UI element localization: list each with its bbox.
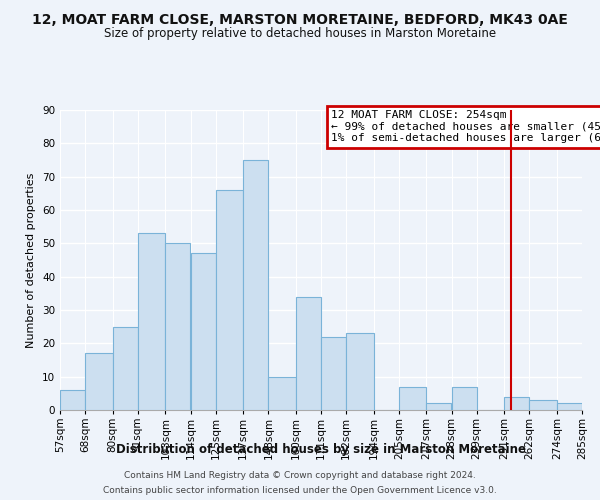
Bar <box>268 376 296 410</box>
Bar <box>191 254 215 410</box>
Bar <box>557 404 582 410</box>
Text: 12, MOAT FARM CLOSE, MARSTON MORETAINE, BEDFORD, MK43 0AE: 12, MOAT FARM CLOSE, MARSTON MORETAINE, … <box>32 12 568 26</box>
Bar <box>452 386 476 410</box>
Bar <box>321 336 346 410</box>
Bar <box>243 160 268 410</box>
Bar <box>113 326 138 410</box>
Bar <box>296 296 321 410</box>
Text: Contains public sector information licensed under the Open Government Licence v3: Contains public sector information licen… <box>103 486 497 495</box>
Bar <box>138 234 166 410</box>
Bar <box>346 334 374 410</box>
Y-axis label: Number of detached properties: Number of detached properties <box>26 172 37 348</box>
Bar <box>166 244 190 410</box>
Bar <box>85 354 113 410</box>
Text: Distribution of detached houses by size in Marston Moretaine: Distribution of detached houses by size … <box>116 442 526 456</box>
Text: Size of property relative to detached houses in Marston Moretaine: Size of property relative to detached ho… <box>104 28 496 40</box>
Bar <box>399 386 427 410</box>
Text: Contains HM Land Registry data © Crown copyright and database right 2024.: Contains HM Land Registry data © Crown c… <box>124 471 476 480</box>
Bar <box>60 390 85 410</box>
Text: 12 MOAT FARM CLOSE: 254sqm
← 99% of detached houses are smaller (451)
1% of semi: 12 MOAT FARM CLOSE: 254sqm ← 99% of deta… <box>331 110 600 143</box>
Bar <box>529 400 557 410</box>
Bar <box>427 404 451 410</box>
Bar <box>215 190 243 410</box>
Bar <box>504 396 529 410</box>
